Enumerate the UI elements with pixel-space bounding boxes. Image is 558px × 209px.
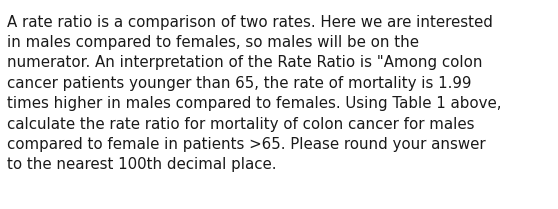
Text: A rate ratio is a comparison of two rates. Here we are interested
in males compa: A rate ratio is a comparison of two rate… <box>7 15 502 172</box>
